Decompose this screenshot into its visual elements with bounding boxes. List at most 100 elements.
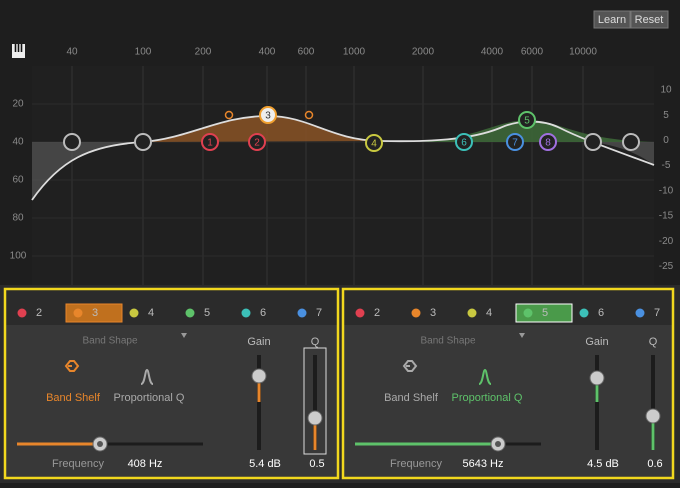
band-tab-label: 7 xyxy=(654,307,660,319)
frequency-label: Frequency xyxy=(390,458,442,470)
node-low-shelf[interactable] xyxy=(134,133,152,151)
q-value: 0.5 xyxy=(309,458,324,470)
freq-label: 100 xyxy=(135,47,152,58)
freq-label: 1000 xyxy=(343,47,366,58)
freq-label: 10000 xyxy=(569,47,597,58)
band-tab-dot[interactable] xyxy=(579,308,589,318)
panel-highlight xyxy=(341,287,675,480)
band-node[interactable] xyxy=(539,133,557,151)
node-high-cut[interactable] xyxy=(622,133,640,151)
freq-label: 200 xyxy=(195,47,212,58)
band-tab-dot[interactable] xyxy=(241,308,251,318)
panel-body xyxy=(343,325,673,478)
dropdown-arrow[interactable] xyxy=(181,333,187,338)
band-node-label: 7 xyxy=(512,138,518,149)
panel-highlight xyxy=(3,287,340,480)
shape-option[interactable]: Proportional Q xyxy=(114,392,185,404)
panel-body xyxy=(5,325,338,478)
band-node[interactable] xyxy=(201,133,219,151)
learn-button[interactable] xyxy=(593,10,631,29)
learn-label: Learn xyxy=(598,14,626,26)
band-node-label: 4 xyxy=(371,139,377,150)
dropdown-arrow[interactable] xyxy=(519,333,525,338)
high-shelf-fill xyxy=(590,142,654,165)
knob-center xyxy=(495,441,501,447)
grid: 40 100 200 400 600 1000 2000 4000 6000 1000020406… xyxy=(10,47,674,285)
band-tab-dot[interactable] xyxy=(467,308,477,318)
band-tab-label: 6 xyxy=(260,307,266,319)
band-tab-dot[interactable] xyxy=(523,308,533,318)
freq-label: 4000 xyxy=(481,47,504,58)
band-tab-dot[interactable] xyxy=(411,308,421,318)
freq-label: 2000 xyxy=(412,47,435,58)
band-tab-selected[interactable] xyxy=(65,303,123,323)
q-label: Q xyxy=(311,336,320,348)
band-tab-label: 7 xyxy=(316,307,322,319)
band-tab-label: 4 xyxy=(148,307,154,319)
low-shelf-fill xyxy=(32,142,143,200)
right-axis-label: 5 xyxy=(663,110,669,121)
band-node[interactable] xyxy=(365,134,383,152)
band-shape-label: Band Shape xyxy=(420,336,475,347)
shape-option[interactable]: Band Shelf xyxy=(46,392,101,404)
band-node[interactable] xyxy=(506,133,524,151)
q-handle[interactable] xyxy=(304,110,314,120)
node-low-cut[interactable] xyxy=(63,133,81,151)
band-tab-dot[interactable] xyxy=(17,308,27,318)
freq-label: 40 xyxy=(66,47,78,58)
q-selection xyxy=(303,347,327,455)
panels: 2 3 4 5 6 7 Band Shape Band Shelf Proportional Q… xyxy=(3,287,675,480)
shape-option[interactable]: Proportional Q xyxy=(452,392,523,404)
q-knob[interactable] xyxy=(645,408,661,424)
band-node[interactable] xyxy=(248,133,266,151)
gain-knob[interactable] xyxy=(589,370,605,386)
right-axis-label: -15 xyxy=(659,211,674,222)
nodes: 1 2 3 4 5 6 7 8 xyxy=(63,106,640,152)
band-panel: 2 3 4 5 6 7 Band Shape Band Shelf Proportional Q… xyxy=(341,287,675,480)
band-node-label: 1 xyxy=(207,138,213,149)
proportional-q-icon[interactable] xyxy=(478,368,492,385)
q-knob[interactable] xyxy=(307,410,323,426)
q-handle[interactable] xyxy=(224,110,234,120)
right-axis-label: 10 xyxy=(660,85,672,96)
band-tab-dot[interactable] xyxy=(185,308,195,318)
gain-knob[interactable] xyxy=(251,368,267,384)
band-node[interactable] xyxy=(518,111,536,129)
band-tab-dot[interactable] xyxy=(129,308,139,318)
reset-label: Reset xyxy=(635,14,664,26)
band-node-label: 6 xyxy=(461,138,467,149)
band-tab-label: 2 xyxy=(374,307,380,319)
band-tab-label: 6 xyxy=(598,307,604,319)
band-tab-dot[interactable] xyxy=(297,308,307,318)
band-shelf-icon[interactable] xyxy=(64,360,80,372)
band-3-fill xyxy=(143,116,380,142)
freq-label: 400 xyxy=(259,47,276,58)
band-node[interactable] xyxy=(455,133,473,151)
band-node[interactable] xyxy=(259,106,277,124)
frequency-value: 5643 Hz xyxy=(463,458,504,470)
right-axis-label: -10 xyxy=(659,185,674,196)
band-tab-dot[interactable] xyxy=(355,308,365,318)
band-panel: 2 3 4 5 6 7 Band Shape Band Shelf Proportional Q… xyxy=(3,287,340,480)
q-value: 0.6 xyxy=(647,458,662,470)
band-tab-label: 3 xyxy=(92,307,98,319)
reset-button[interactable] xyxy=(630,10,669,29)
gain-value: 4.5 dB xyxy=(587,458,619,470)
band-tab-selected[interactable] xyxy=(515,303,573,323)
node-high-shelf[interactable] xyxy=(584,133,602,151)
right-axis-label: -25 xyxy=(659,261,674,272)
freq-label: 6000 xyxy=(521,47,544,58)
band-tab-label: 5 xyxy=(204,307,210,319)
freq-label: 600 xyxy=(298,47,315,58)
shape-option[interactable]: Band Shelf xyxy=(384,392,439,404)
frequency-label: Frequency xyxy=(52,458,104,470)
proportional-q-icon[interactable] xyxy=(140,368,154,385)
band-shelf-icon[interactable] xyxy=(402,360,418,372)
band-tab-dot[interactable] xyxy=(635,308,645,318)
band-tab-label: 4 xyxy=(486,307,492,319)
q-label: Q xyxy=(649,336,658,348)
left-axis-label: 100 xyxy=(10,251,27,262)
band-tab-dot[interactable] xyxy=(73,308,83,318)
gain-value: 5.4 dB xyxy=(249,458,281,470)
